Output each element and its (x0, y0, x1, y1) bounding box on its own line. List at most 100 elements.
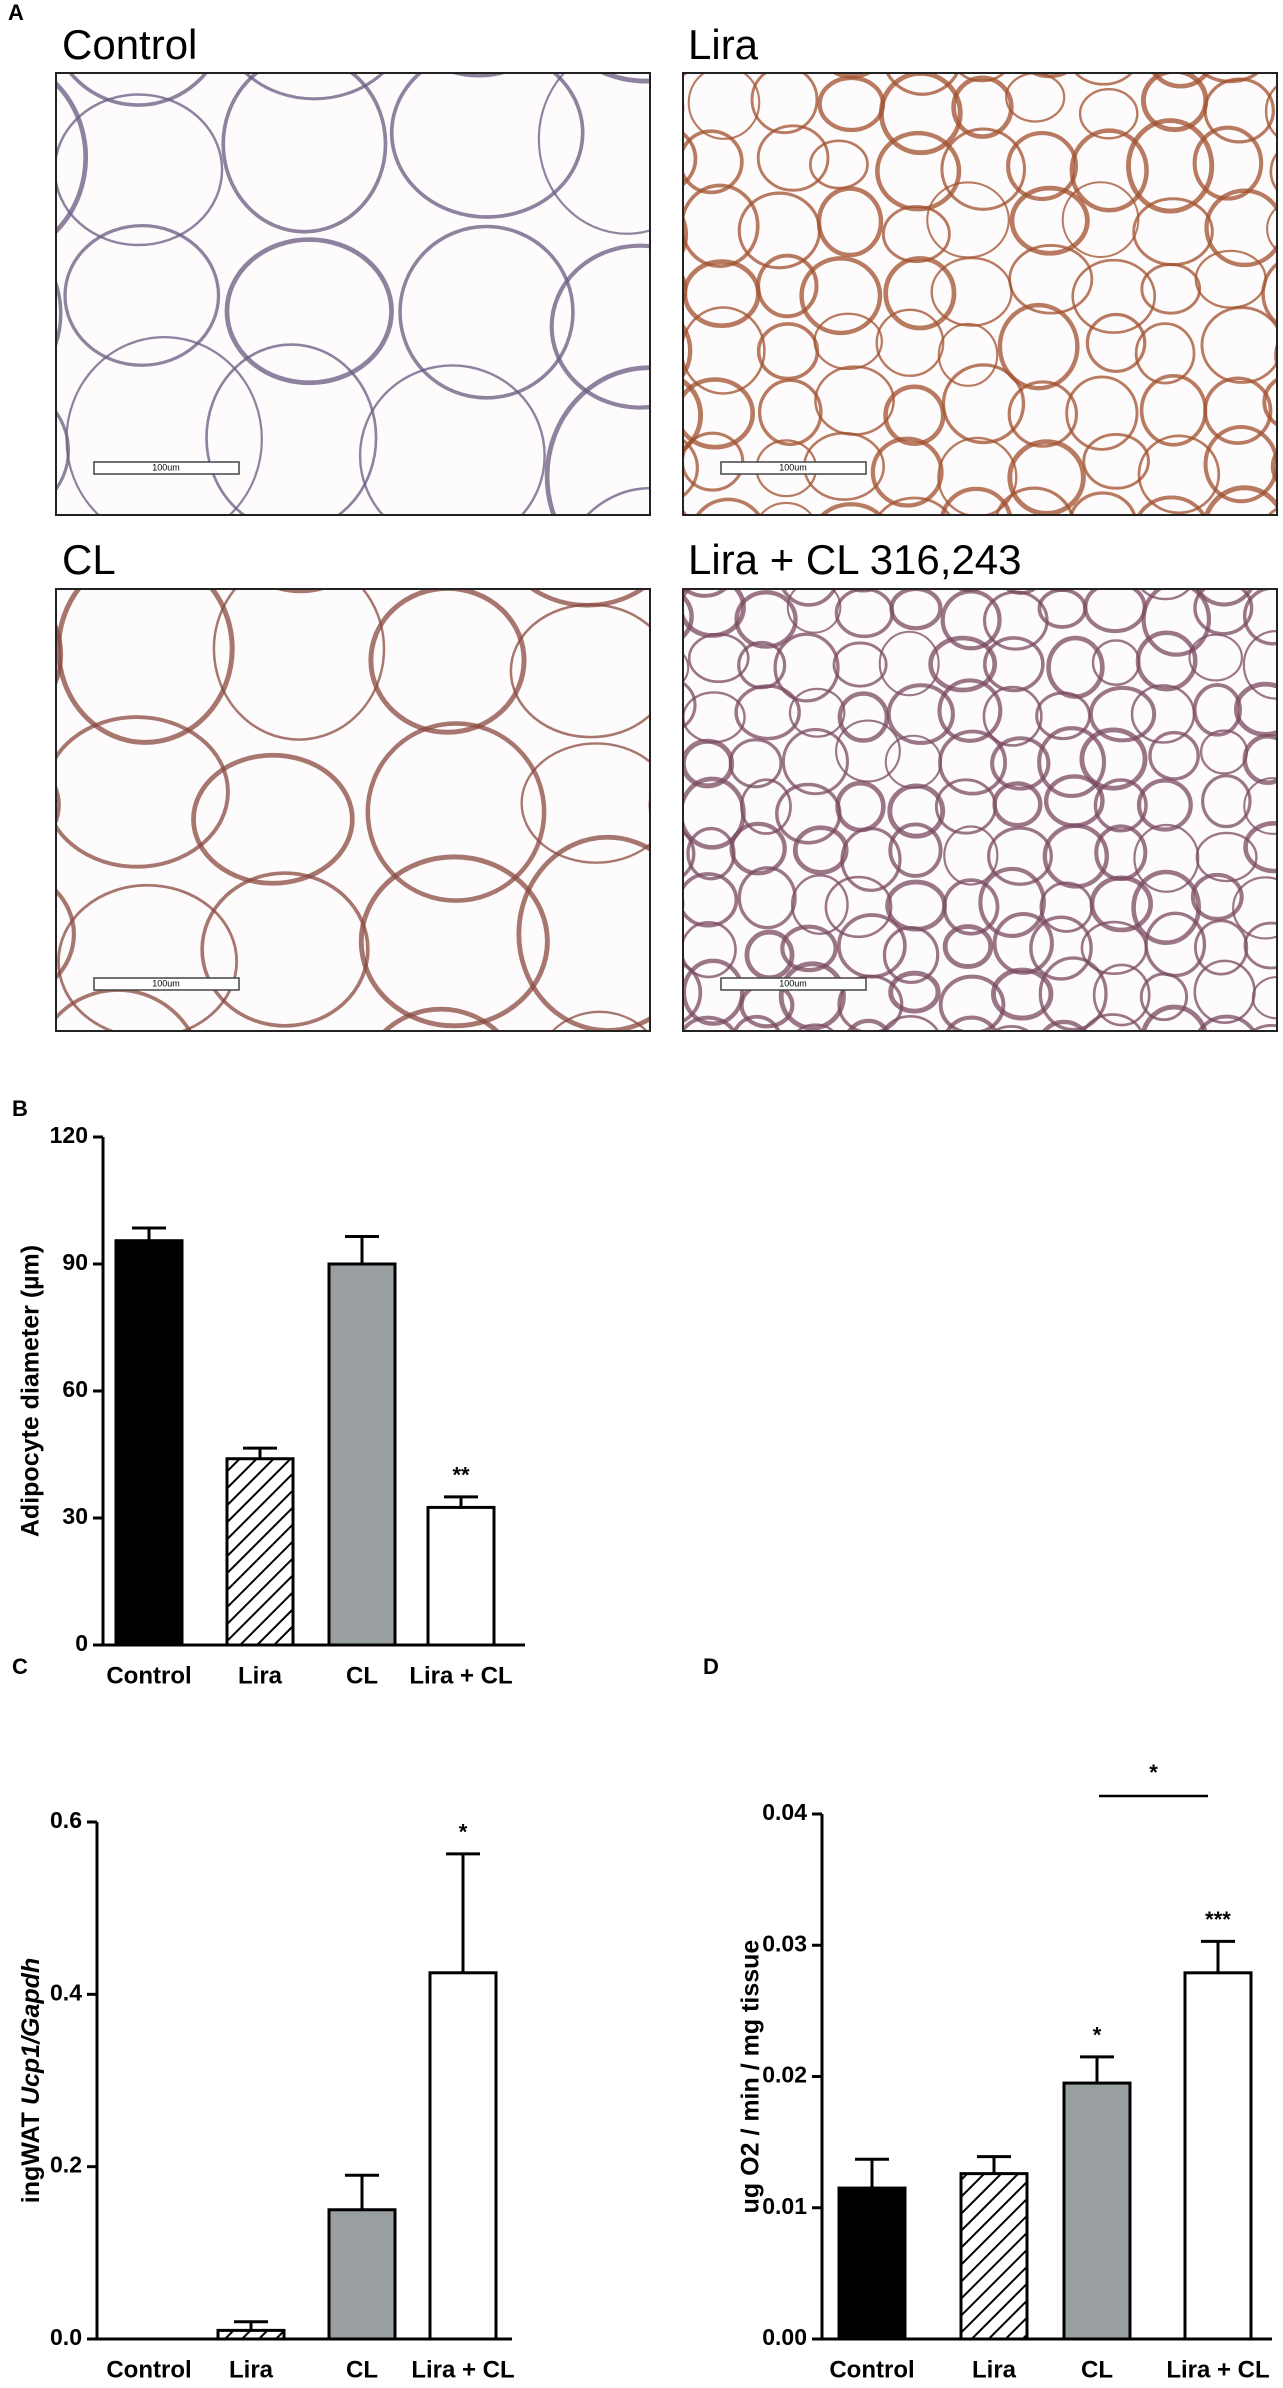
adipocyte (1274, 341, 1277, 370)
adipocyte (56, 589, 235, 745)
bar (1183, 1971, 1253, 2341)
adipocyte (683, 652, 690, 684)
adipocyte (683, 214, 689, 256)
image-title: Control (62, 21, 197, 68)
adipocyte (243, 73, 385, 101)
adipocyte (875, 308, 945, 377)
adipocyte (1131, 869, 1202, 946)
adipocyte (1061, 181, 1140, 258)
adipocyte (520, 742, 650, 864)
x-tick-label: CL (346, 1662, 378, 1689)
adipocyte (824, 875, 893, 939)
adipocyte (877, 496, 951, 515)
adipocyte (992, 1024, 1031, 1031)
adipocyte (1188, 633, 1243, 682)
adipocyte (1141, 1004, 1208, 1031)
adipocyte (1007, 380, 1079, 448)
adipocyte (778, 961, 846, 1031)
bar (837, 2186, 907, 2341)
adipocyte (1126, 118, 1215, 214)
adipocyte (940, 486, 1013, 515)
adipocyte (683, 322, 693, 379)
adipocyte (1243, 821, 1277, 874)
adipocyte (683, 1015, 736, 1031)
adipocyte (937, 678, 1003, 743)
y-tick-label: 0.04 (762, 1799, 807, 1825)
adipocyte (365, 721, 547, 903)
y-tick-label: 0 (75, 1630, 88, 1656)
adipocyte (885, 73, 960, 96)
adipocyte (0, 1015, 68, 1181)
micrograph-border (682, 588, 1278, 1032)
micrograph (56, 73, 650, 515)
adipocyte (687, 633, 750, 684)
y-axis-label: Adipocyte diameter (µm) (17, 1245, 45, 1537)
scale-bar (93, 977, 240, 991)
adipocyte (683, 829, 696, 878)
bar (225, 1457, 295, 1647)
adipocyte (1264, 84, 1277, 138)
adipocyte (1085, 312, 1147, 373)
adipocyte (757, 378, 823, 447)
adipocyte (1201, 774, 1252, 829)
adipocyte (683, 129, 744, 195)
adipocyte (1242, 630, 1277, 700)
adipocyte (1262, 377, 1277, 427)
adipocyte (683, 589, 728, 598)
adipocyte (1192, 683, 1242, 737)
adipocyte (56, 278, 63, 349)
adipocyte (1242, 589, 1277, 646)
adipocyte (943, 825, 999, 886)
adipocyte (695, 497, 762, 515)
adipocyte (1140, 263, 1202, 315)
adipocyte (882, 925, 940, 985)
adipocyte (1197, 1014, 1256, 1031)
adipocyte (56, 621, 64, 687)
adipocyte (1193, 589, 1254, 636)
adipocyte (1082, 1013, 1143, 1031)
adipocyte (728, 738, 783, 789)
x-tick-label: CL (1081, 2356, 1113, 2383)
micrograph (683, 544, 1283, 1031)
adipocyte (1139, 972, 1189, 1022)
adipocyte (1251, 975, 1277, 1020)
adipocyte (846, 1018, 891, 1031)
adipocyte (734, 590, 798, 649)
bar (426, 1505, 496, 1647)
scale-bar-label: 100um (152, 462, 180, 472)
significance-label: *** (1205, 1907, 1231, 1932)
adipocyte (1029, 915, 1093, 981)
bar (114, 1239, 184, 1647)
adipocyte (368, 589, 527, 735)
adipocyte (780, 924, 838, 973)
adipocyte (1200, 306, 1277, 384)
scale-bar (720, 461, 867, 475)
bar (1062, 2081, 1132, 2341)
y-tick-label: 0.03 (762, 1930, 807, 1956)
adipocyte (951, 75, 1014, 139)
bar (428, 1971, 498, 2341)
x-tick-label: Lira + CL (1166, 2356, 1269, 2383)
x-tick-label: Lira + CL (411, 2356, 514, 2383)
adipocyte (837, 974, 904, 1031)
adipocyte (1009, 185, 1090, 256)
adipocyte (992, 912, 1054, 975)
adipocyte (224, 1051, 358, 1159)
micrograph-border (55, 72, 651, 516)
micrograph (683, 73, 1277, 515)
x-tick-label: Lira + CL (409, 1662, 512, 1689)
scale-bar-label: 100um (779, 462, 807, 472)
adipocyte (1071, 258, 1157, 334)
adipocyte (683, 183, 760, 268)
adipocyte (1078, 88, 1139, 140)
panel-letter: A (8, 0, 24, 25)
adipocyte (781, 589, 837, 607)
adipocyte (449, 73, 508, 78)
adipocyte (831, 73, 873, 79)
adipocyte (1093, 778, 1148, 833)
adipocyte (1088, 685, 1157, 743)
adipocyte (1041, 1019, 1087, 1031)
adipocyte (683, 593, 694, 640)
adipocyte (1247, 544, 1283, 586)
adipocyte (957, 73, 1006, 83)
